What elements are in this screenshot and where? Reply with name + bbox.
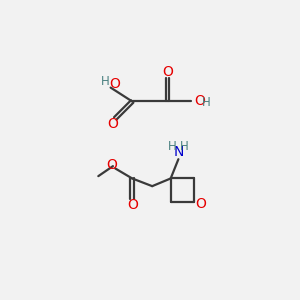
Text: O: O: [162, 65, 173, 79]
Text: O: O: [107, 117, 118, 131]
Text: N: N: [173, 145, 184, 159]
Text: O: O: [195, 197, 206, 211]
Text: O: O: [109, 77, 120, 91]
Text: H: H: [101, 75, 110, 88]
Text: H: H: [168, 140, 177, 153]
Text: O: O: [127, 198, 138, 212]
Text: H: H: [202, 97, 210, 110]
Text: H: H: [180, 140, 189, 153]
Text: O: O: [106, 158, 117, 172]
Text: O: O: [195, 94, 206, 108]
